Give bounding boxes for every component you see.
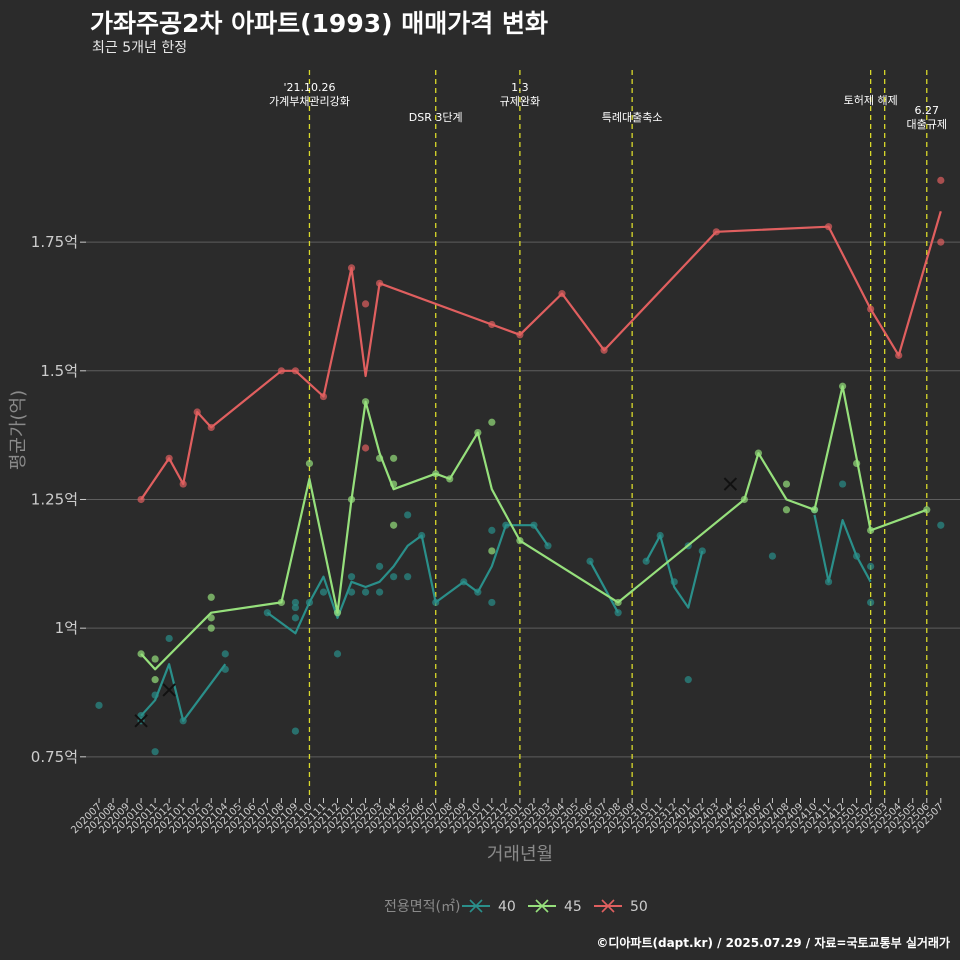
- axes: 평균가(억) 거래년월 0.75억1억1.25억1.5억1.75억2020072…: [8, 233, 946, 865]
- data-point: [404, 511, 412, 519]
- cross-marker: [723, 477, 738, 491]
- data-point: [305, 459, 314, 468]
- series-line: [645, 534, 704, 609]
- legend-key-cross: [535, 899, 549, 913]
- data-point: [333, 650, 342, 658]
- chart-title: 가좌주공2차 아파트(1993) 매매가격 변화: [90, 9, 548, 38]
- data-point: [937, 176, 945, 184]
- series-line: [140, 210, 942, 501]
- data-point: [782, 480, 791, 488]
- series-line: [140, 385, 928, 671]
- grid: [86, 241, 960, 758]
- data-point: [867, 562, 875, 570]
- data-point: [390, 521, 398, 529]
- data-point: [768, 552, 777, 560]
- event-label: 규제완화: [500, 95, 540, 108]
- data-point: [207, 624, 215, 632]
- legend-label: 45: [564, 899, 582, 915]
- data-point: [867, 598, 875, 607]
- y-tick-label: 1.5억: [40, 362, 78, 380]
- series-line: [266, 524, 549, 635]
- legend-label: 40: [498, 899, 516, 915]
- data-point: [165, 634, 173, 643]
- data-point: [151, 748, 159, 756]
- legend-title: 전용면적(㎡): [384, 899, 460, 915]
- series-line: [589, 560, 620, 614]
- data-point: [207, 593, 215, 601]
- cross-marker: [162, 683, 176, 697]
- data-point: [361, 444, 370, 452]
- data-point: [291, 598, 300, 607]
- data-point: [376, 588, 384, 596]
- data-point: [361, 300, 370, 308]
- data-point: [937, 521, 945, 529]
- y-axis-label: 평균가(억): [8, 390, 29, 470]
- legend-label: 50: [630, 899, 648, 915]
- source-caption: ©디아파트(dapt.kr) / 2025.07.29 / 자료=국토교통부 실…: [596, 936, 950, 950]
- data-point: [361, 588, 370, 596]
- y-tick-label: 1억: [55, 619, 78, 637]
- data-point: [684, 676, 692, 684]
- data-point: [404, 573, 412, 581]
- event-label: 대출규제: [907, 118, 947, 131]
- data-point: [488, 526, 496, 534]
- cross-marker: [134, 714, 148, 728]
- data-point: [347, 573, 356, 581]
- event-label: 가계부채관리강화: [269, 95, 350, 108]
- data-point: [151, 655, 159, 663]
- event-label: 특례대출축소: [602, 111, 663, 124]
- data-point: [151, 676, 159, 684]
- data-point: [207, 614, 215, 622]
- data-point: [221, 650, 229, 658]
- legend-key-cross: [469, 899, 483, 913]
- series-50: [137, 176, 945, 504]
- y-tick-label: 1.75억: [31, 233, 78, 251]
- event-label: DSR 3단계: [409, 111, 463, 124]
- data-point: [390, 573, 398, 581]
- y-tick-label: 0.75억: [31, 748, 78, 766]
- data-point: [319, 588, 328, 596]
- data-point: [488, 547, 496, 555]
- data-point: [838, 480, 847, 488]
- data-point: [291, 727, 300, 735]
- series-line: [813, 514, 872, 583]
- data-point: [376, 562, 384, 570]
- legend-key-cross: [601, 899, 615, 913]
- series: [95, 176, 945, 756]
- x-axis-label: 거래년월: [487, 844, 553, 865]
- data-point: [390, 454, 398, 462]
- chart-subtitle: 최근 5개년 한정: [92, 40, 188, 56]
- y-tick-label: 1.25억: [31, 490, 78, 508]
- data-point: [347, 588, 356, 596]
- data-point: [782, 506, 791, 514]
- data-point: [291, 614, 300, 622]
- data-point: [698, 547, 706, 555]
- series-line: [140, 663, 227, 722]
- data-point: [488, 418, 496, 426]
- event-label: '21.10.26: [283, 81, 335, 94]
- event-label: 1.3: [511, 81, 529, 94]
- series-45: [137, 382, 931, 684]
- data-point: [95, 701, 103, 709]
- legend: 전용면적(㎡) 40 45 50: [384, 899, 648, 915]
- event-label: 토허제 해제: [844, 93, 898, 107]
- event-label: 6.27: [915, 104, 940, 117]
- data-point: [291, 603, 300, 612]
- data-point: [937, 238, 945, 246]
- data-point: [488, 598, 496, 607]
